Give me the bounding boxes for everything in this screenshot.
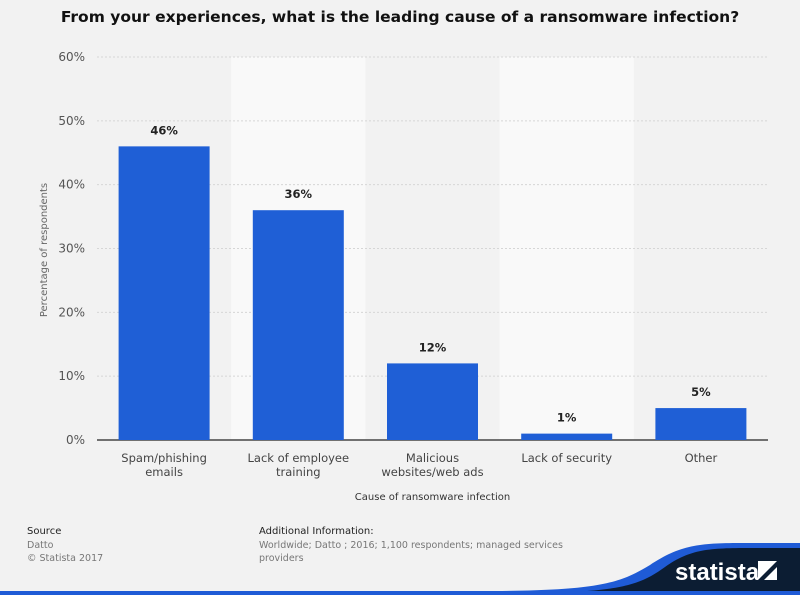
y-tick-label: 0%	[66, 433, 85, 447]
x-axis-title: Cause of ransomware infection	[355, 492, 510, 503]
additional-info-label: Additional Information:	[259, 526, 374, 537]
x-tick-label: emails	[145, 465, 183, 479]
copyright: © Statista 2017	[27, 553, 104, 564]
source-value: Datto	[27, 540, 54, 551]
y-tick-label: 30%	[58, 242, 85, 256]
y-tick-label: 20%	[58, 305, 85, 319]
x-tick-label: Malicious	[406, 451, 459, 465]
x-tick-label: Lack of security	[521, 451, 612, 465]
data-label: 46%	[150, 123, 178, 137]
y-tick-label: 40%	[58, 178, 85, 192]
y-tick-label: 50%	[58, 114, 85, 128]
statista-logo: statista	[480, 543, 800, 595]
bar	[118, 146, 210, 440]
source-label: Source	[27, 526, 62, 537]
data-label: 5%	[691, 385, 711, 399]
footer-line	[0, 591, 800, 595]
data-label: 1%	[557, 411, 577, 425]
bar	[521, 433, 613, 440]
x-tick-label: Other	[685, 451, 718, 465]
chart-title: From your experiences, what is the leadi…	[60, 8, 740, 26]
x-tick-label: Spam/phishing	[121, 451, 207, 465]
x-tick-label: Lack of employee	[247, 451, 349, 465]
data-label: 12%	[419, 340, 447, 354]
y-tick-label: 60%	[58, 50, 85, 64]
x-tick-label: websites/web ads	[381, 465, 483, 479]
y-tick-label: 10%	[58, 369, 85, 383]
data-label: 36%	[285, 187, 313, 201]
additional-info-line2: providers	[259, 553, 304, 564]
additional-info-line1: Worldwide; Datto ; 2016; 1,100 responden…	[259, 540, 563, 551]
bar	[655, 408, 747, 440]
bar	[387, 363, 478, 440]
bar	[252, 210, 344, 440]
logo-text: statista	[675, 559, 760, 586]
y-axis-title: Percentage of respondents	[39, 183, 50, 317]
x-tick-label: training	[276, 465, 321, 479]
